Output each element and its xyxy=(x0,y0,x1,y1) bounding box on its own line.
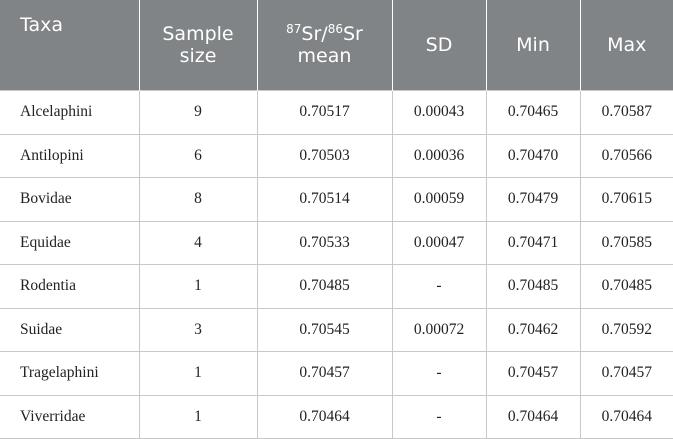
table-cell: 0.70457 xyxy=(256,351,393,396)
table-cell: - xyxy=(391,264,487,309)
table-cell: Rodentia xyxy=(0,264,140,309)
header-cell: Max xyxy=(579,0,673,91)
table-cell: 9 xyxy=(138,90,258,135)
table-body: Alcelaphini 9 0.70517 0.00043 0.70465 0.70587… xyxy=(0,90,673,439)
table-cell: 0.70465 xyxy=(485,90,581,135)
table-row: Tragelaphini 1 0.70457-0.70457 0.70457 xyxy=(0,351,673,396)
table-cell: 0.00043 xyxy=(391,90,487,135)
table-cell: 4 xyxy=(138,220,258,265)
table-cell: 0.70479 xyxy=(485,177,581,222)
table-cell: 0.70464 xyxy=(579,394,673,439)
table-cell: 0.70462 xyxy=(485,307,581,352)
table-cell: 0.70485 xyxy=(485,264,581,309)
table-row: Bovidae 8 0.70514 0.00059 0.70479 0.70615 xyxy=(0,177,673,222)
header-text: Sample size xyxy=(162,23,234,67)
table-cell: 0.70485 xyxy=(579,264,673,309)
table-cell: 0.70592 xyxy=(579,307,673,352)
header-row: Taxa Sample size 87Sr/86Sr mean SD Min Ma… xyxy=(0,0,673,91)
table-cell: 0.70464 xyxy=(485,394,581,439)
table-cell: Tragelaphini xyxy=(0,351,140,396)
header-cell: Min xyxy=(485,0,580,91)
table-cell: 0.70566 xyxy=(579,133,673,178)
table-cell: 0.70533 xyxy=(256,220,393,265)
table-cell: 0.00072 xyxy=(391,307,487,352)
table-cell: 0.70517 xyxy=(256,90,393,135)
table-cell: 0.70585 xyxy=(579,220,673,265)
table-row: Equidae 4 0.70533 0.00047 0.70471 0.70585 xyxy=(0,220,673,265)
table-cell: Equidae xyxy=(0,220,140,265)
table-cell: 0.00036 xyxy=(391,133,487,178)
header-text: Sr/ xyxy=(301,23,328,45)
table-cell: Bovidae xyxy=(0,177,140,222)
table-cell: Antilopini xyxy=(0,133,140,178)
table-cell: 0.70587 xyxy=(579,90,673,135)
superscript: 87 xyxy=(286,22,302,36)
table-cell: Suidae xyxy=(0,307,140,352)
table-cell: 0.00059 xyxy=(391,177,487,222)
header-cell: 87Sr/86Sr mean xyxy=(256,0,392,91)
table-cell: 3 xyxy=(138,307,258,352)
superscript: 86 xyxy=(327,22,343,36)
table-row: Alcelaphini 9 0.70517 0.00043 0.70465 0.70587 xyxy=(0,90,673,135)
table-cell: 1 xyxy=(138,264,258,309)
table-cell: - xyxy=(391,351,487,396)
table-row: Suidae 3 0.70545 0.00072 0.70462 0.70592 xyxy=(0,307,673,352)
table-cell: 0.70503 xyxy=(256,133,393,178)
header-cell: Sample size xyxy=(138,0,257,91)
table-cell: - xyxy=(391,394,487,439)
table-cell: 0.70464 xyxy=(256,394,393,439)
table-cell: 0.70457 xyxy=(579,351,673,396)
table-cell: Alcelaphini xyxy=(0,90,140,135)
table-cell: 0.70470 xyxy=(485,133,581,178)
header-text: Sr xyxy=(342,23,363,45)
table-cell: Viverridae xyxy=(0,394,140,439)
table-cell: 0.70457 xyxy=(485,351,581,396)
table-cell: 6 xyxy=(138,133,258,178)
header-cell: Taxa xyxy=(0,0,139,91)
table-cell: 0.70485 xyxy=(256,264,393,309)
table-cell: 1 xyxy=(138,351,258,396)
header-text: mean xyxy=(297,45,352,67)
table-cell: 0.70615 xyxy=(579,177,673,222)
table-cell: 0.70514 xyxy=(256,177,393,222)
table-row: Viverridae 1 0.70464-0.70464 0.70464 xyxy=(0,394,673,439)
table-row: Rodentia 1 0.70485-0.70485 0.70485 xyxy=(0,264,673,309)
table-cell: 0.70545 xyxy=(256,307,393,352)
header-cell: SD xyxy=(391,0,486,91)
table-row: Antilopini 6 0.70503 0.00036 0.70470 0.70566 xyxy=(0,133,673,178)
table-cell: 0.00047 xyxy=(391,220,487,265)
table-cell: 1 xyxy=(138,394,258,439)
table-cell: 0.70471 xyxy=(485,220,581,265)
table-cell: 8 xyxy=(138,177,258,222)
